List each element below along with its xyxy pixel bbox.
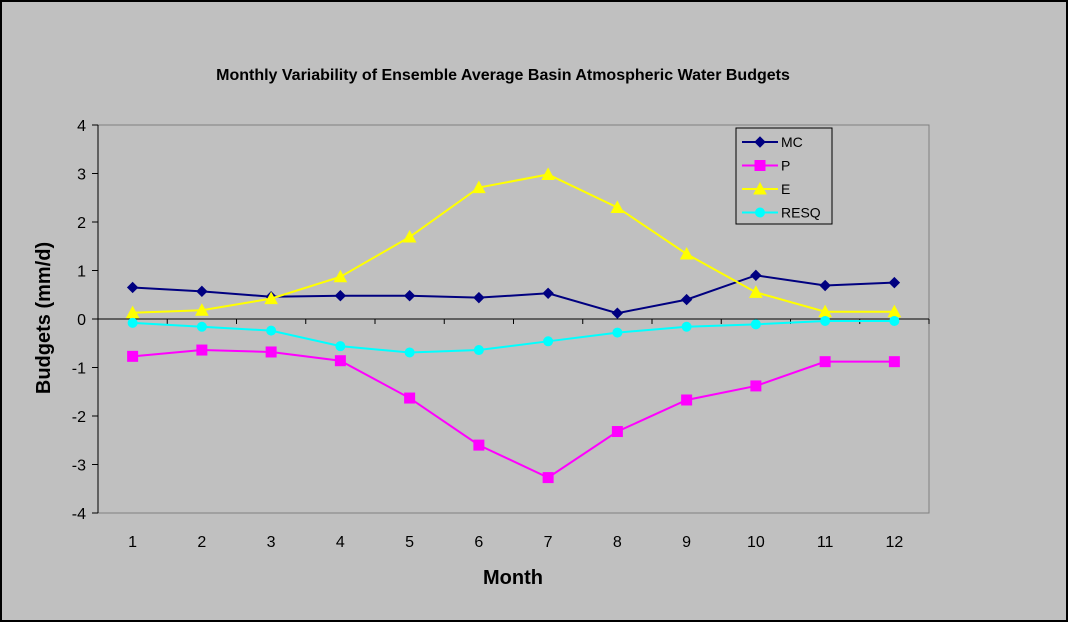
data-point-p bbox=[265, 346, 277, 358]
legend: MC PE RESQ bbox=[735, 127, 833, 225]
data-point-e bbox=[195, 303, 209, 316]
data-point-resq bbox=[681, 321, 692, 332]
data-point-mc bbox=[473, 291, 485, 304]
x-tick-label: 2 bbox=[197, 534, 206, 551]
data-point-resq bbox=[750, 319, 761, 330]
data-point-resq bbox=[612, 327, 623, 338]
data-point-e bbox=[333, 269, 348, 283]
data-point-e bbox=[610, 200, 625, 213]
data-point-resq bbox=[335, 341, 346, 352]
data-point-p bbox=[611, 426, 623, 438]
y-tick-label: -1 bbox=[72, 361, 86, 378]
x-tick-label: 11 bbox=[817, 534, 834, 551]
data-point-p bbox=[127, 350, 139, 362]
y-tick-label: -4 bbox=[72, 506, 86, 523]
legend-box bbox=[735, 127, 833, 225]
data-point-e bbox=[541, 167, 555, 180]
data-point-p bbox=[473, 439, 485, 451]
legend-item-p: P bbox=[742, 158, 790, 174]
data-point-resq bbox=[266, 325, 277, 336]
x-tick-label: 3 bbox=[267, 534, 276, 551]
x-tick-label: 8 bbox=[613, 534, 622, 551]
data-point-e bbox=[749, 285, 763, 298]
x-tick-label: 10 bbox=[747, 534, 765, 551]
x-tick-label: 6 bbox=[474, 534, 483, 551]
data-point-resq bbox=[543, 336, 554, 347]
x-tick-label: 5 bbox=[405, 534, 414, 551]
data-point-resq bbox=[889, 315, 900, 326]
data-point-p bbox=[819, 356, 831, 368]
data-point-resq bbox=[820, 315, 831, 326]
series-line-e bbox=[132, 173, 895, 314]
legend-marker bbox=[755, 207, 765, 218]
x-tick-label: 12 bbox=[885, 534, 903, 551]
data-point-p bbox=[681, 394, 693, 406]
y-tick-label: 3 bbox=[77, 167, 86, 184]
data-point-mc bbox=[888, 276, 901, 289]
data-point-mc bbox=[196, 285, 208, 298]
y-axis-title: Budgets (mm/d) bbox=[33, 242, 55, 394]
x-tick-label: 1 bbox=[128, 534, 137, 551]
y-tick-label: -2 bbox=[72, 409, 86, 426]
y-tick-label: 2 bbox=[77, 215, 86, 232]
x-tick-label: 4 bbox=[336, 534, 345, 551]
data-point-mc bbox=[542, 287, 554, 300]
data-point-p bbox=[404, 392, 416, 404]
legend-label: RESQ bbox=[781, 205, 821, 221]
series-resq bbox=[127, 315, 900, 358]
series-line-p bbox=[132, 349, 895, 479]
y-tick-label: 0 bbox=[77, 312, 86, 329]
data-point-mc bbox=[611, 307, 624, 319]
data-point-p bbox=[196, 344, 208, 356]
data-point-mc bbox=[126, 281, 139, 294]
y-tick-label: 4 bbox=[77, 118, 86, 135]
series-e bbox=[125, 167, 902, 319]
legend-item-resq: RESQ bbox=[742, 205, 821, 221]
data-point-resq bbox=[404, 347, 415, 358]
series-p bbox=[127, 344, 900, 484]
data-point-e bbox=[264, 291, 278, 305]
data-point-e bbox=[679, 246, 694, 260]
x-tick-label: 9 bbox=[682, 534, 691, 551]
data-point-p bbox=[334, 355, 346, 367]
data-point-mc bbox=[334, 290, 347, 302]
data-point-resq bbox=[473, 345, 484, 356]
x-tick-label: 7 bbox=[544, 534, 553, 551]
data-point-mc bbox=[750, 269, 762, 282]
legend-marker bbox=[753, 181, 767, 195]
data-point-e bbox=[402, 229, 417, 243]
series-line-resq bbox=[132, 319, 895, 354]
x-axis-title: Month bbox=[483, 567, 543, 589]
legend-item-e: E bbox=[742, 181, 790, 197]
legend-marker bbox=[754, 160, 766, 171]
series-line-mc bbox=[132, 274, 895, 315]
data-point-e bbox=[125, 305, 140, 319]
data-point-mc bbox=[680, 293, 693, 306]
data-point-p bbox=[888, 356, 900, 368]
data-point-mc bbox=[819, 279, 831, 292]
legend-item-mc: MC bbox=[742, 134, 803, 150]
y-tick-label: 1 bbox=[77, 264, 86, 281]
data-point-e bbox=[472, 180, 486, 194]
data-point-resq bbox=[127, 317, 138, 328]
series-layer bbox=[125, 167, 902, 484]
legend-label: E bbox=[781, 181, 790, 197]
legend-marker bbox=[754, 136, 766, 148]
legend-label: MC bbox=[781, 134, 803, 150]
legend-label: P bbox=[781, 158, 790, 174]
data-point-resq bbox=[196, 321, 207, 332]
data-point-p bbox=[750, 380, 762, 392]
series-mc bbox=[126, 269, 901, 319]
y-tick-label: -3 bbox=[72, 458, 86, 475]
data-point-p bbox=[542, 472, 554, 484]
data-point-mc bbox=[403, 290, 416, 302]
chart-title: Monthly Variability of Ensemble Average … bbox=[216, 67, 790, 84]
